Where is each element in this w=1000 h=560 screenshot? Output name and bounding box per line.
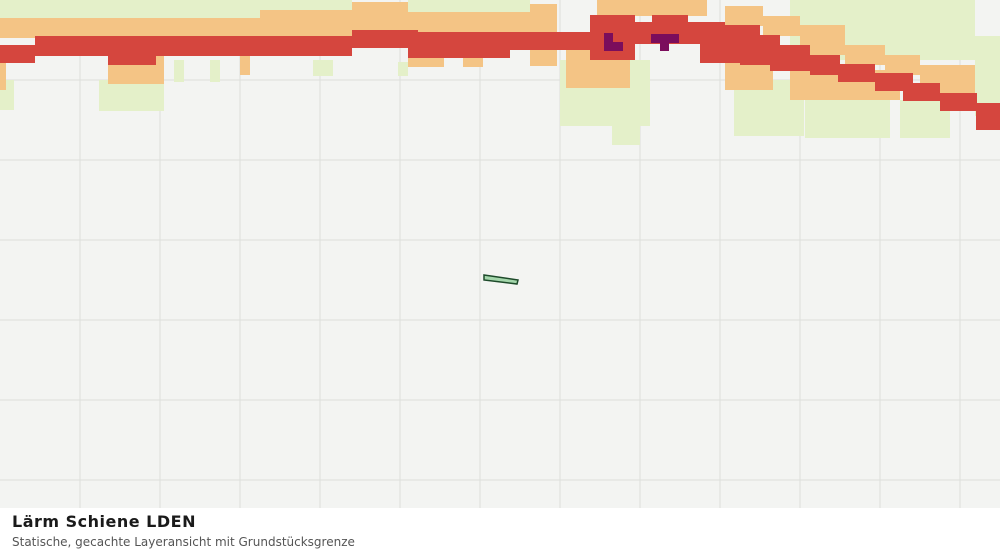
map-view — [0, 0, 1000, 508]
noise-zone-very-high — [604, 33, 679, 51]
noise-zone-high — [0, 15, 1000, 130]
parcel-boundary — [483, 274, 519, 285]
caption: Lärm Schiene LDEN Statische, gecachte La… — [12, 512, 355, 549]
map-subtitle: Statische, gecachte Layeransicht mit Gru… — [12, 535, 355, 549]
map-title: Lärm Schiene LDEN — [12, 512, 196, 531]
